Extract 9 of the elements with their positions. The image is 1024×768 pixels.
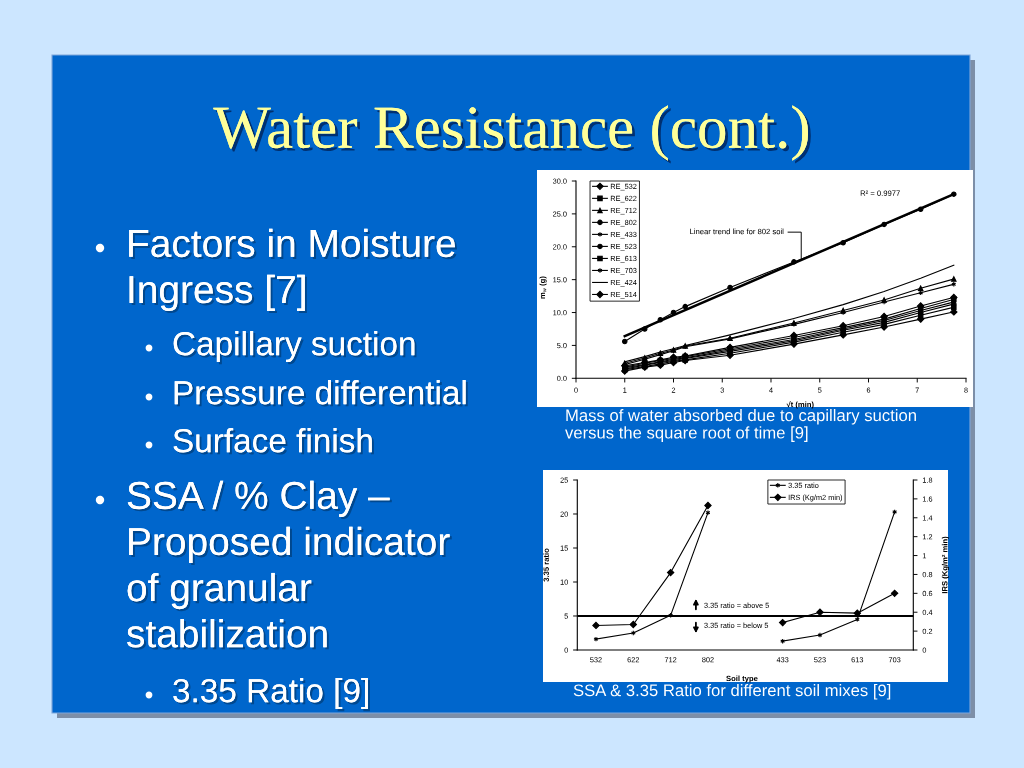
text: 3.35 Ratio [9] [173, 678, 370, 712]
text: SSA & 3.35 Ratio for different soil mixes [9] [573, 684, 891, 700]
text: SSA / % Clay – Proposed indicator of granular stabilization [127, 480, 452, 650]
text: Surface finish [173, 428, 374, 455]
text: Capillary suction [173, 331, 417, 365]
text: Water Resistance (cont.) [213, 105, 811, 164]
text: Mass of water absorbed due to capillary suction versus the square root of time [9] [565, 409, 916, 442]
text: Pressure differential [174, 380, 468, 407]
text: Factors in Moisture Ingress [7] [129, 228, 458, 314]
